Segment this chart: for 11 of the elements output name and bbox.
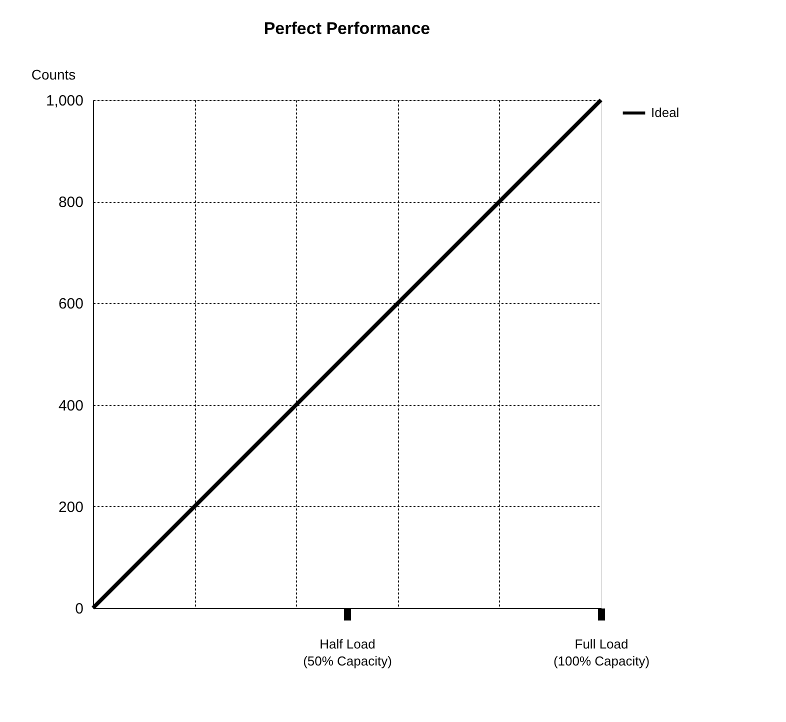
y-tick-label: 1,000 [46,92,84,110]
x-tick-label: Full Load (100% Capacity) [553,636,650,668]
y-tick-label: 600 [58,296,84,313]
legend-label: Ideal [651,105,680,120]
y-tick-label: 0 [75,600,84,618]
y-tick-label: 800 [58,194,84,212]
y-tick-label: 200 [58,498,84,516]
y-tick-label: 400 [58,397,84,414]
x-tick-label: Half Load (50% Capacity) [303,636,392,668]
y-axis-title: Counts [31,66,76,82]
chart-title: Perfect Performance [264,19,430,38]
